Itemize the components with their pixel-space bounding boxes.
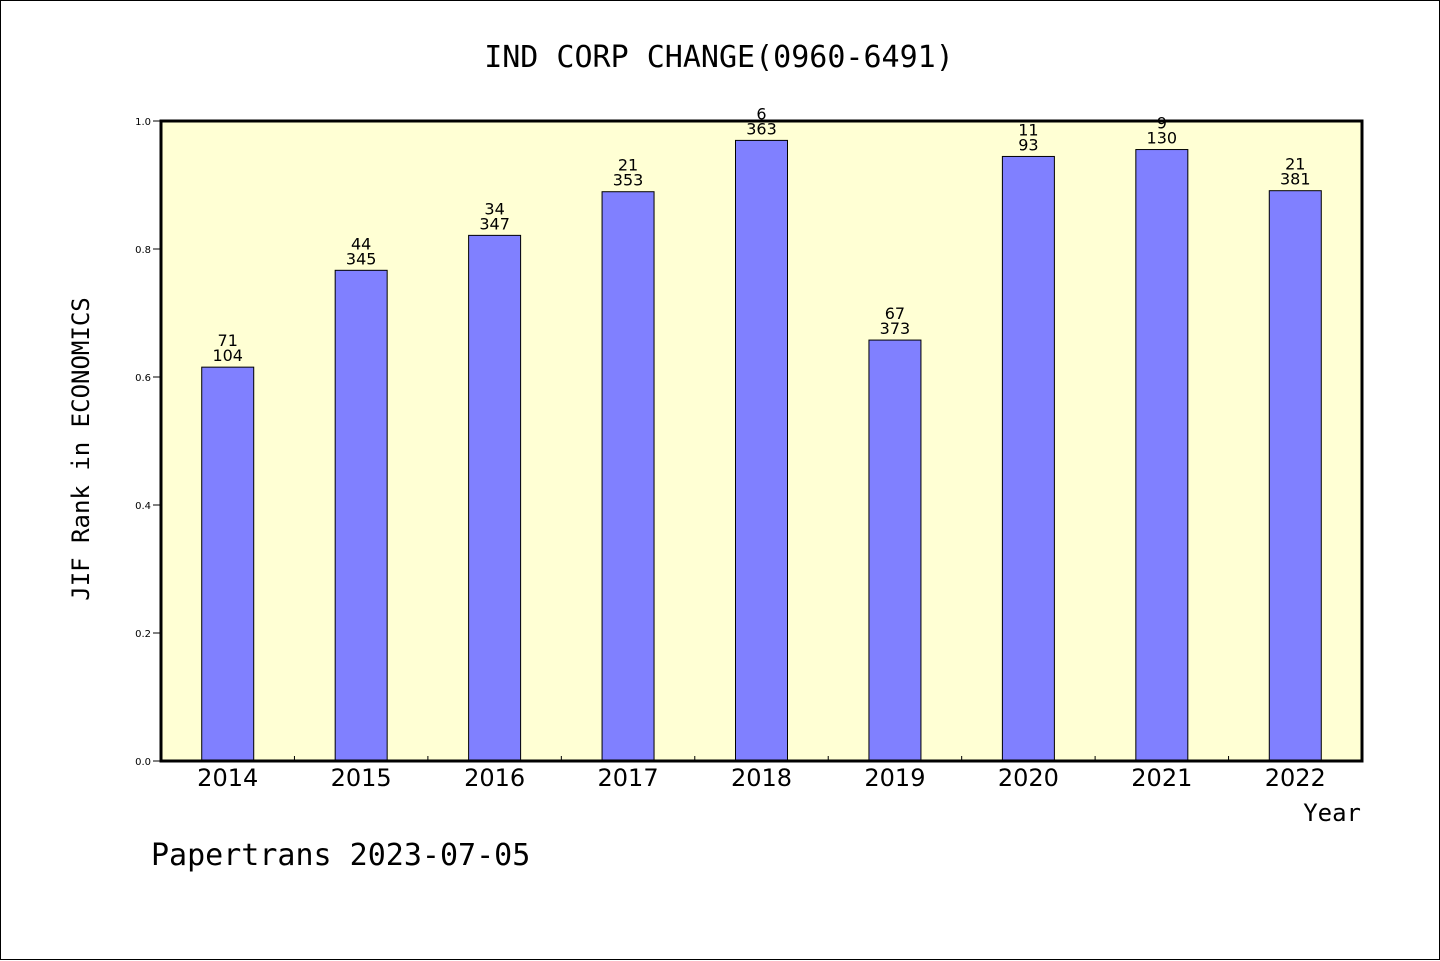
data-label-total-2019: 373: [880, 319, 911, 338]
data-label-rank-2019: 67: [885, 304, 905, 323]
data-label-rank-2014: 71: [218, 331, 238, 350]
data-label-total-2017: 353: [613, 171, 644, 190]
y-tick-label: 1.0: [135, 117, 151, 128]
data-label-rank-2018: 6: [756, 104, 766, 123]
x-tick-label: 2015: [331, 764, 392, 792]
y-tick-label: 0.4: [135, 501, 151, 512]
bar-2019: [868, 339, 922, 762]
bar-2020: [1001, 155, 1055, 762]
x-tick-label: 2018: [731, 764, 792, 792]
x-tick-label: 2021: [1131, 764, 1192, 792]
chart-title: IND CORP CHANGE(0960-6491): [484, 40, 954, 75]
bar-2021: [1135, 149, 1189, 762]
data-label-rank-2015: 44: [351, 234, 371, 253]
data-label-rank-2021: 9: [1157, 114, 1167, 133]
data-label-total-2020: 93: [1018, 135, 1038, 154]
data-label-total-2015: 345: [346, 249, 377, 268]
footer-text: Papertrans 2023-07-05: [151, 838, 530, 873]
bar-2016: [468, 234, 522, 762]
x-axis: 2014 2015 2016 2017 2018 2019 2020 2021 2022: [197, 756, 1326, 792]
bar-2014: [201, 366, 255, 762]
y-axis: 0.0 0.2 0.4 0.6 0.8 1.0: [135, 117, 161, 768]
y-tick-label: 0.6: [135, 373, 151, 384]
bar-2015: [334, 269, 388, 762]
data-label-total-2018: 363: [746, 119, 777, 138]
x-tick-label: 2016: [464, 764, 525, 792]
data-label-total-2016: 347: [479, 214, 510, 233]
data-label-rank-2022: 21: [1285, 155, 1305, 174]
x-tick-label: 2022: [1265, 764, 1326, 792]
data-label-total-2014: 104: [212, 346, 243, 365]
y-axis-label: JIF Rank in ECONOMICS: [67, 297, 95, 600]
x-axis-label: Year: [1303, 799, 1361, 827]
data-label-rank-2020: 11: [1018, 120, 1038, 139]
y-tick-label: 0.8: [135, 245, 151, 256]
bar-2017: [601, 191, 655, 762]
bar-2022: [1268, 190, 1322, 762]
data-label-total-2021: 130: [1147, 129, 1178, 148]
data-label-total-2022: 381: [1280, 170, 1311, 189]
data-label-rank-2016: 34: [484, 199, 504, 218]
x-tick-label: 2017: [598, 764, 659, 792]
bar-2018: [735, 139, 788, 762]
x-tick-label: 2020: [998, 764, 1059, 792]
x-tick-label: 2014: [197, 764, 258, 792]
y-tick-label: 0.0: [135, 757, 151, 768]
plot-border: [159, 119, 1364, 763]
bars: 7110444345343472135363636737311939130213…: [201, 104, 1322, 762]
data-label-rank-2017: 21: [618, 156, 638, 175]
x-tick-label: 2019: [864, 764, 925, 792]
y-tick-label: 0.2: [135, 629, 151, 640]
